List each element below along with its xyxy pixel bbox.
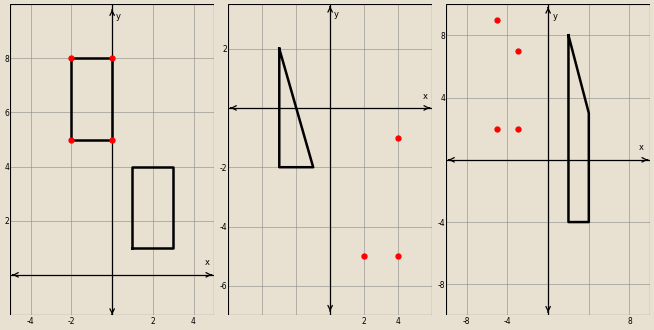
Text: x: x bbox=[205, 258, 210, 267]
Text: y: y bbox=[116, 12, 121, 21]
Text: x: x bbox=[422, 91, 428, 101]
Text: y: y bbox=[334, 10, 339, 19]
Text: x: x bbox=[639, 143, 644, 152]
Text: y: y bbox=[553, 12, 559, 21]
